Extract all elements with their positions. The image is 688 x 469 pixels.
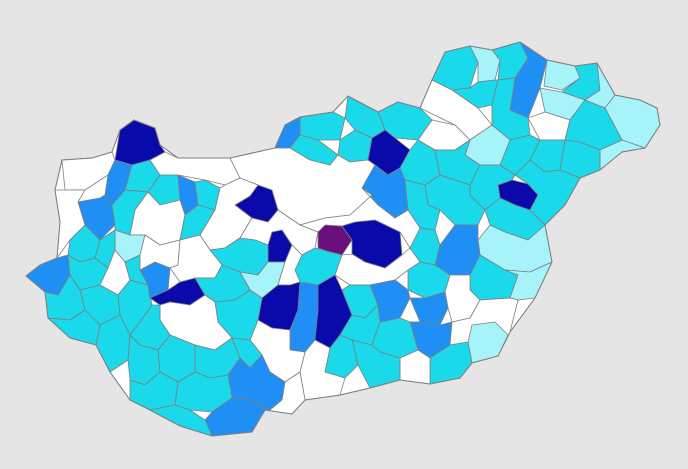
district-region[interactable] — [504, 261, 553, 301]
district-region[interactable] — [124, 254, 149, 286]
district-region[interactable] — [299, 187, 421, 249]
country-border — [25, 41, 661, 437]
district-region[interactable] — [451, 79, 499, 109]
district-region[interactable] — [351, 339, 401, 389]
